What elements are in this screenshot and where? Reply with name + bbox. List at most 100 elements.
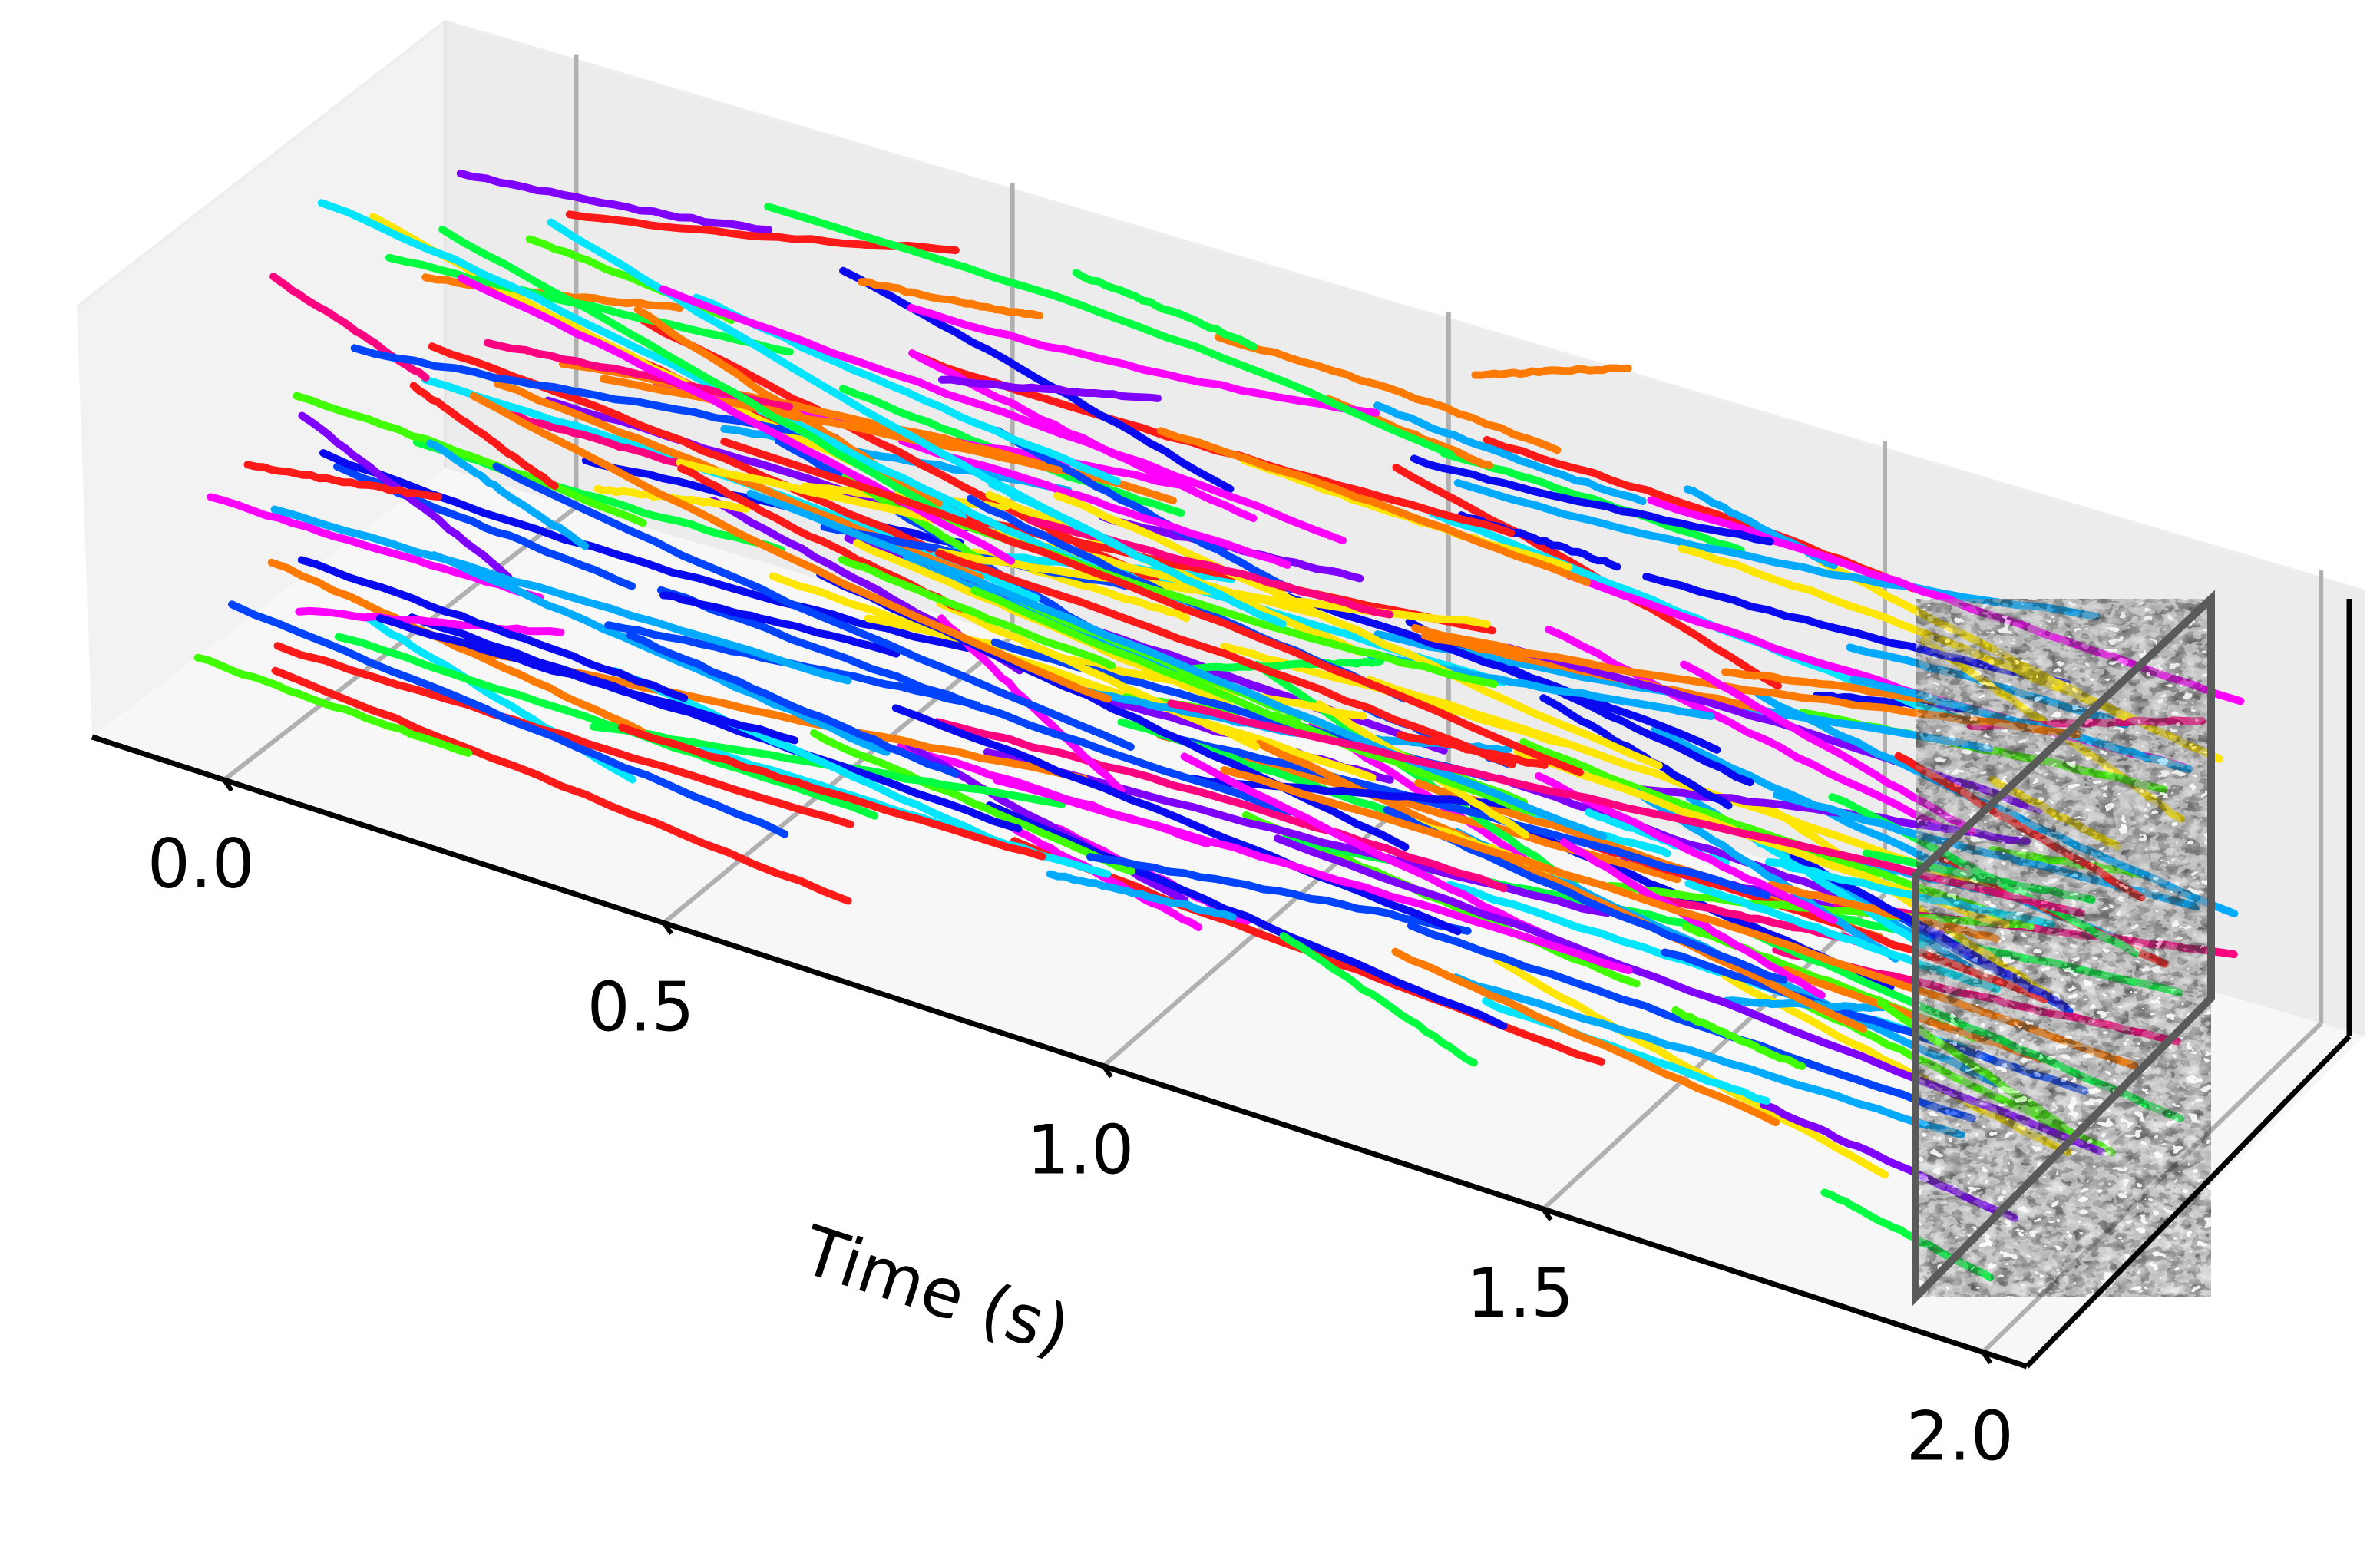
x-tick-mark <box>1101 1064 1113 1079</box>
event-track <box>1215 333 1562 454</box>
event-track <box>469 392 1112 703</box>
event-track <box>500 408 693 471</box>
end-frame-image <box>1916 599 2211 1297</box>
event-track <box>1545 626 1950 834</box>
x-tick-mark <box>662 921 673 936</box>
event-track <box>986 801 1508 1030</box>
event-track <box>270 505 852 685</box>
event-track <box>293 392 647 527</box>
event-track <box>970 586 1538 816</box>
floor-grid-line <box>222 505 578 782</box>
event-track <box>1680 660 1977 836</box>
event-track <box>1453 479 2101 620</box>
event-track <box>295 606 565 636</box>
event-track <box>297 556 689 702</box>
event-track <box>659 591 901 658</box>
event-track <box>993 427 1296 593</box>
event-track <box>1156 427 1592 586</box>
x-tick-mark <box>1981 1350 1993 1365</box>
event-track <box>1411 624 2081 738</box>
x-tick-label: 0.0 <box>147 824 255 904</box>
event-track <box>720 438 1584 777</box>
event-track <box>376 614 799 745</box>
event-track <box>617 723 1046 861</box>
event-track <box>458 274 1016 565</box>
event-track <box>267 558 646 736</box>
y-axis-line <box>2025 1034 2352 1369</box>
event-track <box>1539 694 1733 810</box>
x-tick-label: 0.5 <box>587 967 695 1046</box>
end-frame-panel <box>1912 590 2215 1307</box>
event-track <box>456 169 773 234</box>
event-track <box>659 285 1347 544</box>
event-track <box>1007 822 1203 931</box>
event-track <box>271 666 852 905</box>
event-track <box>934 549 1516 768</box>
pane-edge <box>445 20 2365 593</box>
event-track <box>1283 593 1721 754</box>
event-track <box>936 599 1260 751</box>
event-track <box>426 439 590 550</box>
grid-lines <box>222 54 2324 1354</box>
event-track <box>1493 956 1889 1179</box>
event-track <box>1279 932 1478 1067</box>
floor-grid-line <box>662 634 1014 925</box>
x-axis-ticks: 0.0 0.5 1.0 1.5 2.0 <box>147 778 2014 1475</box>
event-track <box>746 489 1608 841</box>
event-track <box>408 613 1023 833</box>
event-track <box>273 642 854 828</box>
event-track <box>891 704 1462 936</box>
event-track <box>1072 269 1258 351</box>
x-tick-mark <box>1541 1208 1553 1221</box>
event-track <box>409 382 559 490</box>
event-track <box>1755 839 1927 950</box>
event-track <box>243 461 443 501</box>
x-tick-mark <box>222 778 234 792</box>
x-tick-label: 1.5 <box>1466 1254 1574 1333</box>
event-track <box>1671 1006 1806 1070</box>
x-axis-label: Time (s) <box>792 1210 1079 1370</box>
event-track <box>1053 491 1663 770</box>
event-track <box>993 776 1633 975</box>
event-track <box>897 437 1291 569</box>
event-track <box>1391 947 1780 1127</box>
event-track <box>438 226 942 514</box>
event-track <box>1407 921 1976 1122</box>
event-track <box>1373 401 1647 505</box>
axis-spines <box>91 599 2352 1370</box>
event-track <box>600 375 1063 474</box>
event-track <box>385 253 794 356</box>
event-track <box>1188 774 1523 810</box>
event-track <box>1504 643 2044 814</box>
event-track <box>838 556 1116 670</box>
left-pane <box>77 21 445 737</box>
event-track <box>207 493 544 602</box>
event-track <box>1190 657 1385 672</box>
event-track <box>769 572 1377 781</box>
event-track <box>934 718 1508 893</box>
event-track <box>1158 731 1771 900</box>
event-track <box>1820 1188 1995 1282</box>
event-track <box>193 653 473 757</box>
x-tick-label: 1.0 <box>1026 1111 1134 1190</box>
event-track <box>547 218 1138 557</box>
event-track <box>1046 870 1237 921</box>
event-track <box>810 729 1135 875</box>
event-track <box>228 600 789 838</box>
x-tick-label: 2.0 <box>1906 1396 2014 1475</box>
event-track <box>937 375 1162 402</box>
end-frame-border <box>1912 590 2215 1307</box>
event-track <box>492 462 1135 751</box>
event-track <box>1452 973 1966 1139</box>
x-axis-line <box>91 734 2028 1370</box>
event-track <box>1559 838 1826 999</box>
event-track <box>857 278 1043 320</box>
event-track <box>626 631 960 778</box>
floor-grid-line <box>1981 1022 2323 1354</box>
event-track <box>1642 573 2071 688</box>
event-track <box>1471 364 1632 379</box>
event-track <box>1678 544 2128 721</box>
pane-edge <box>75 20 447 309</box>
event-track <box>1440 449 1745 554</box>
